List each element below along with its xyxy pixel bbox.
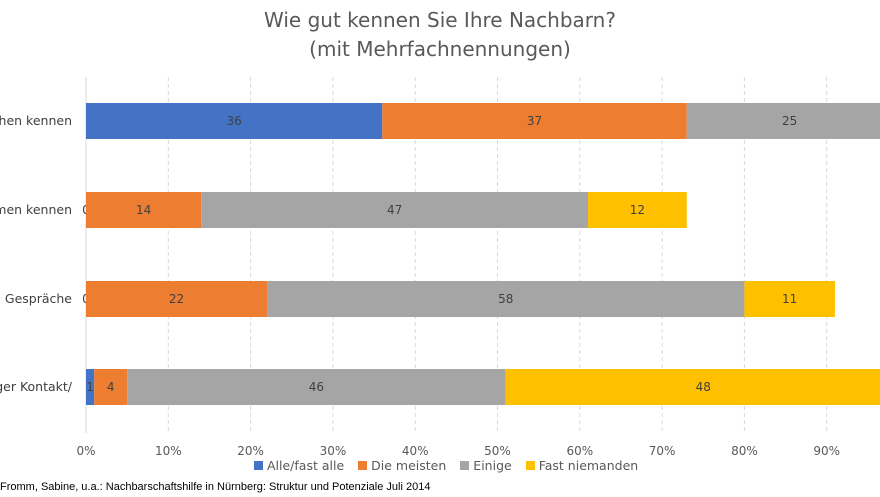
- legend-swatch: [460, 461, 470, 470]
- data-label: 4: [107, 380, 115, 394]
- data-label: 12: [630, 203, 645, 217]
- source-note: Fromm, Sabine, u.a.: Nachbarschaftshilfe…: [0, 481, 431, 493]
- chart-legend: Alle/fast alle Die meisten Einige Fast n…: [254, 458, 638, 473]
- x-tick-label: 40%: [402, 444, 429, 458]
- data-label: 46: [309, 380, 324, 394]
- x-tick-label: 90%: [813, 444, 840, 458]
- x-tick-label: 50%: [484, 444, 511, 458]
- data-label: 1: [86, 380, 94, 394]
- legend-label: Einige: [473, 458, 512, 473]
- data-label: 14: [136, 203, 151, 217]
- data-label: 37: [527, 114, 542, 128]
- x-tick-label: 70%: [649, 444, 676, 458]
- data-label: 22: [169, 292, 184, 306]
- bar-segment: [86, 281, 268, 317]
- bar-segment: [588, 192, 687, 228]
- data-label: 58: [498, 292, 513, 306]
- x-tick-label: 10%: [155, 444, 182, 458]
- stacked-bar-chart: 0% 10% 20% 30% 40% 50% 60% 70% 80% 90% ehen kennen…: [0, 77, 880, 458]
- data-label: 25: [782, 114, 797, 128]
- data-label: 47: [387, 203, 402, 217]
- legend-item-alle: Alle/fast alle: [254, 458, 344, 473]
- chart-title: Wie gut kennen Sie Ihre Nachbarn?: [264, 8, 616, 32]
- x-tick-label: 80%: [731, 444, 758, 458]
- chart-subtitle: (mit Mehrfachnennungen): [309, 37, 571, 61]
- bar-segment: [94, 369, 128, 405]
- legend-item-die-meisten: Die meisten: [358, 458, 446, 473]
- category-label: men kennen: [0, 202, 72, 217]
- legend-label: Alle/fast alle: [267, 458, 345, 473]
- bar-segment: [267, 281, 745, 317]
- category-label: ger Kontakt/: [0, 379, 73, 394]
- data-label: 11: [782, 292, 797, 306]
- x-tick-label: 60%: [566, 444, 593, 458]
- bar-segment: [382, 103, 687, 139]
- bar-segment: [86, 369, 95, 405]
- legend-swatch: [525, 461, 535, 470]
- x-tick-label: 30%: [320, 444, 347, 458]
- bar-segment: [505, 369, 880, 405]
- legend-label: Fast niemanden: [538, 458, 639, 473]
- bar-segment: [744, 281, 835, 317]
- category-label: l. Gespräche: [0, 291, 72, 306]
- bar-segment: [86, 103, 383, 139]
- bar-segment: [86, 192, 202, 228]
- bar-segment: [686, 103, 880, 139]
- x-tick-label: 20%: [237, 444, 264, 458]
- bar-segment: [127, 369, 506, 405]
- bar-segment: [201, 192, 589, 228]
- legend-item-einige: Einige: [460, 458, 512, 473]
- legend-label: Die meisten: [371, 458, 447, 473]
- legend-swatch: [358, 461, 368, 470]
- x-tick-label: 0%: [76, 444, 95, 458]
- data-label: 48: [696, 380, 711, 394]
- legend-item-fast-niemanden: Fast niemanden: [525, 458, 639, 473]
- data-label: 36: [226, 114, 241, 128]
- category-label: ehen kennen: [0, 113, 72, 128]
- legend-swatch: [254, 461, 263, 470]
